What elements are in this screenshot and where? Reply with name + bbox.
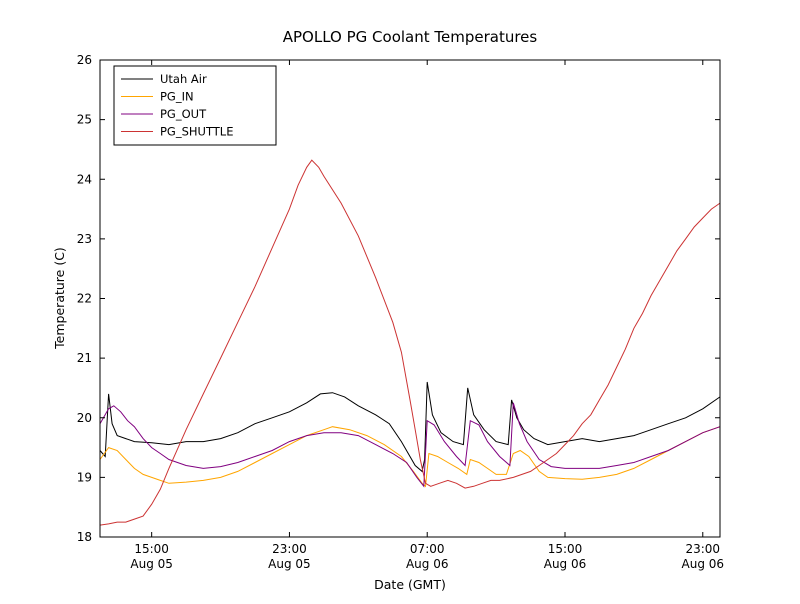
y-tick-label: 20 (77, 411, 92, 425)
series-line-pg-out (99, 402, 721, 488)
series-line-pg-shuttle (99, 159, 721, 526)
legend-label: PG_SHUTTLE (160, 125, 233, 139)
y-tick-label: 21 (77, 351, 92, 365)
legend: Utah Air PG_IN PG_OUT PG_SHUTTLE (113, 65, 277, 146)
series-line-utah-air (99, 381, 721, 473)
x-tick-label-time: 23:00 (272, 542, 307, 556)
x-tick-label-time: 15:00 (548, 542, 583, 556)
x-tick-label-time: 15:00 (134, 542, 169, 556)
y-tick-label: 26 (77, 53, 92, 67)
x-tick-label-date: Aug 05 (130, 557, 173, 571)
x-axis-label: Date (GMT) (374, 577, 446, 592)
x-tick-label-date: Aug 06 (544, 557, 587, 571)
legend-label: Utah Air (160, 72, 207, 86)
x-tick-label-date: Aug 05 (268, 557, 311, 571)
y-tick-label: 19 (77, 470, 92, 484)
legend-label: PG_OUT (160, 107, 207, 121)
y-axis-label: Temperature (C) (52, 247, 67, 350)
x-tick-label-date: Aug 06 (406, 557, 449, 571)
x-tick-label-date: Aug 06 (682, 557, 725, 571)
y-tick-label: 24 (77, 172, 92, 186)
y-tick-label: 25 (77, 113, 92, 127)
y-tick-label: 18 (77, 530, 92, 544)
chart-title: APOLLO PG Coolant Temperatures (283, 28, 538, 46)
x-tick-label-time: 23:00 (685, 542, 720, 556)
legend-label: PG_IN (160, 90, 194, 104)
series-line-pg-in (99, 426, 721, 488)
y-tick-label: 22 (77, 292, 92, 306)
y-tick-label: 23 (77, 232, 92, 246)
x-tick-label-time: 07:00 (410, 542, 445, 556)
